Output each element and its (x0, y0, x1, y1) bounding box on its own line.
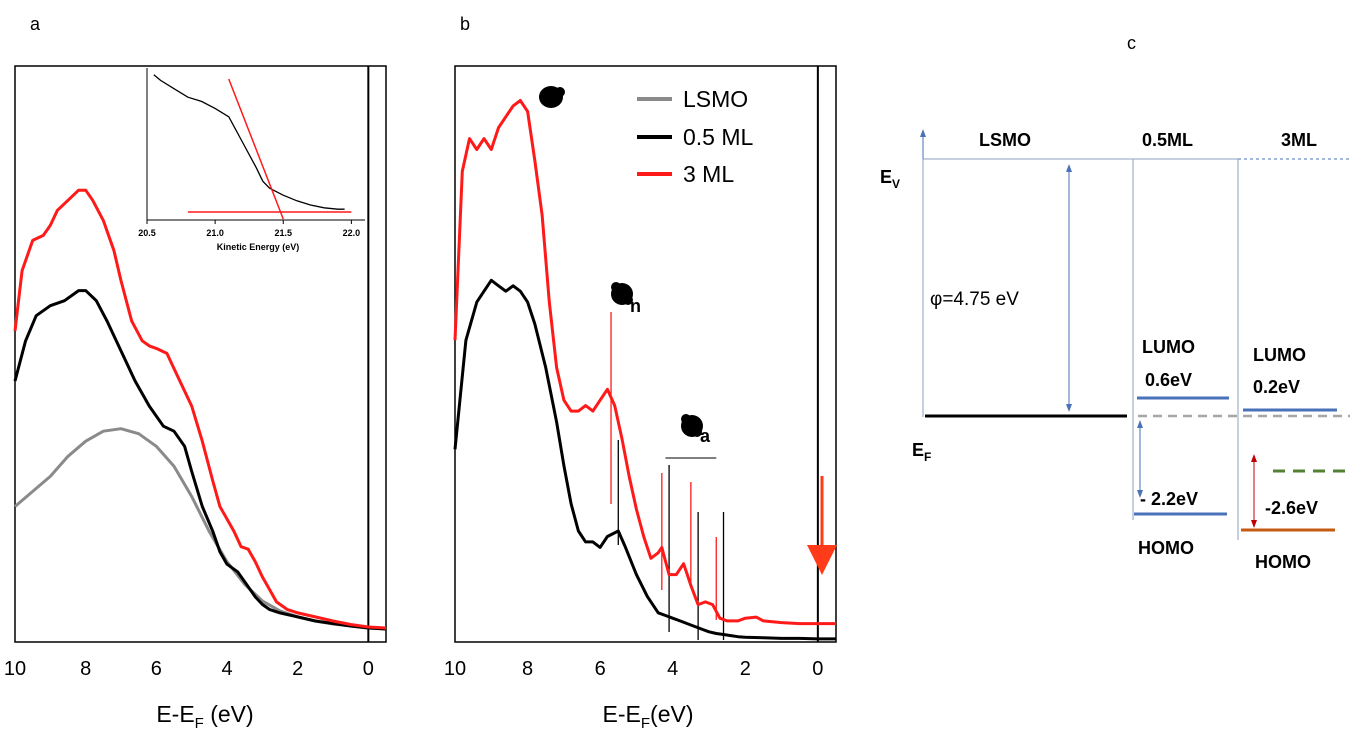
inset-tick-label: 21.5 (274, 228, 292, 238)
panel-b-x-ticks: 10 8 6 4 2 0 (444, 658, 824, 680)
legend-label-lsmo: LSMO (683, 86, 748, 112)
panel-a-series (13, 188, 387, 631)
x-tick-label: 10 (4, 658, 26, 680)
inset-tick-label: 21.0 (206, 228, 224, 238)
x-tick-label: 8 (522, 658, 533, 680)
x-tick-label: 6 (151, 658, 162, 680)
legend-label-05ml: 0.5 ML (683, 124, 754, 150)
panel-b-label: b (460, 14, 470, 34)
ef-label: EF (912, 440, 931, 464)
homo-3ml-value: -2.6eV (1265, 498, 1318, 518)
panel-a-x-axis-label: E-EF (eV) (156, 701, 253, 732)
orbital-symbol-pi-n: n (611, 282, 641, 316)
x-tick-label: 6 (595, 658, 606, 680)
homo-05ml-value: - 2.2eV (1140, 489, 1198, 509)
x-tick-label: 2 (740, 658, 751, 680)
panel-a-frame (14, 65, 387, 643)
lumo-3ml-value: 0.2eV (1253, 377, 1300, 397)
x-tick-label: 2 (292, 658, 303, 680)
inset-tangent-line (228, 78, 284, 220)
homo-05ml-label: HOMO (1138, 538, 1194, 558)
inset-x-ticks: 20.5 21.0 21.5 22.0 (138, 220, 360, 238)
lumo-05ml-value: 0.6eV (1145, 370, 1192, 390)
header-3ml: 3ML (1281, 130, 1317, 150)
inset-x-axis-label: Kinetic Energy (eV) (217, 242, 300, 252)
x-tick-label: 0 (363, 658, 374, 680)
series-line-ml05 (13, 289, 387, 631)
homo-3ml-label: HOMO (1255, 552, 1311, 572)
panel-c-label: c (1127, 33, 1136, 53)
header-05ml: 0.5ML (1142, 130, 1193, 150)
x-tick-label: 0 (812, 658, 823, 680)
panel-b-frame (454, 65, 837, 643)
series-line-ml3 (13, 188, 387, 630)
header-lsmo: LSMO (979, 130, 1031, 150)
legend-label-3ml: 3 ML (683, 161, 734, 187)
panel-b-x-axis-label: E-EF(eV) (603, 701, 694, 732)
orbital-subscript-n: n (630, 296, 641, 316)
x-tick-label: 4 (667, 658, 678, 680)
orbital-subscript-a: a (700, 426, 711, 446)
series-line-ml05 (453, 278, 836, 641)
inset-cutoff-curve (153, 74, 345, 210)
lumo-05ml-label: LUMO (1142, 337, 1195, 357)
panel-b-legend: LSMO 0.5 ML 3 ML (637, 86, 754, 187)
inset-plot (153, 74, 352, 220)
x-tick-label: 4 (221, 658, 232, 680)
panel-a-inset: 20.5 21.0 21.5 22.0 Kinetic Energy (eV) (138, 68, 365, 252)
series-line-ml3 (453, 99, 836, 626)
ev-label: EV (880, 167, 900, 191)
x-tick-label: 8 (80, 658, 91, 680)
inset-tick-label: 22.0 (343, 228, 361, 238)
inset-tick-label: 20.5 (138, 228, 156, 238)
panel-b-peak-markers (610, 312, 725, 640)
workfunction-label: φ=4.75 eV (930, 289, 1019, 310)
x-tick-label: 10 (444, 658, 466, 680)
lumo-3ml-label: LUMO (1253, 345, 1306, 365)
panel-a-x-ticks: 10 8 6 4 2 0 (4, 658, 374, 680)
orbital-symbol-pi-a: a (681, 414, 711, 446)
panel-a-label: a (30, 14, 41, 34)
series-line-lsmo (14, 427, 387, 631)
orbital-symbol-sigma (539, 86, 565, 108)
panel-b-series (453, 99, 836, 641)
